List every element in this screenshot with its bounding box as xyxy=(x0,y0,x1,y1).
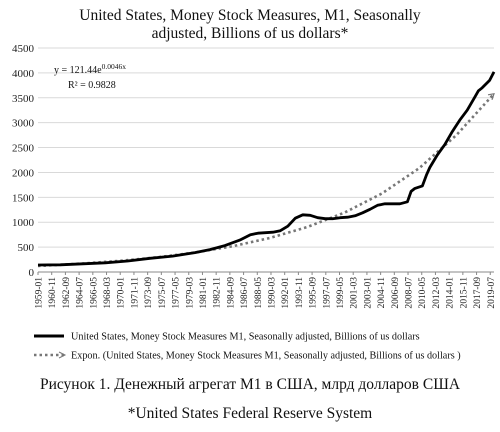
x-tick-label: 1993-11 xyxy=(295,277,305,309)
series-line-m1 xyxy=(37,71,496,267)
x-tick-label: 1971-11 xyxy=(130,277,140,309)
y-tick-label: 1500 xyxy=(12,192,35,204)
x-tick-label: 2015-11 xyxy=(459,277,469,309)
y-tick-label: 2000 xyxy=(12,167,35,179)
x-tick-label: 2017-09 xyxy=(473,277,483,309)
x-tick-label: 2004-11 xyxy=(377,277,387,309)
y-tick-label: 4500 xyxy=(12,43,35,55)
trendline-equation: y = 121.44e0.0046x xyxy=(54,62,126,76)
x-tick-label: 1962-09 xyxy=(62,277,72,309)
x-tick-label: 1966-05 xyxy=(89,277,99,309)
y-axis-ticks: 0 500 1000 1500 2000 2500 3000 3500 4000 4500 xyxy=(12,43,35,279)
x-tick-label: 2008-07 xyxy=(405,277,415,309)
y-tick-label: 1000 xyxy=(12,217,35,229)
trendline-r-squared: R² = 0.9828 xyxy=(68,80,116,91)
x-tick-label: 1984-09 xyxy=(226,277,236,309)
x-tick-label: 2012-03 xyxy=(432,277,442,309)
legend-label-trend: Expon. (United States, Money Stock Measu… xyxy=(71,351,461,362)
figure-caption: Рисунок 1. Денежный агрегат М1 в США, мл… xyxy=(39,376,461,393)
x-tick-label: 2010-05 xyxy=(418,277,428,309)
figure-source-note: *United States Federal Reserve System xyxy=(127,405,373,422)
y-tick-label: 500 xyxy=(18,242,35,254)
y-tick-label: 3000 xyxy=(12,118,35,130)
x-tick-label: 1975-07 xyxy=(158,277,168,309)
x-tick-label: 1968-03 xyxy=(103,277,113,309)
legend: United States, Money Stock Measures M1, … xyxy=(34,332,461,362)
x-tick-label: 1997-07 xyxy=(322,277,332,309)
x-tick-label: 1970-01 xyxy=(117,277,127,309)
legend-swatch-trend-arrow xyxy=(58,351,67,359)
x-tick-label: 1990-03 xyxy=(267,277,277,309)
series-layer xyxy=(37,71,496,268)
x-axis-ticks: 1959-01 1960-11 1962-09 1964-07 1966-05 1968-… xyxy=(35,272,497,309)
x-tick-label: 1959-01 xyxy=(35,277,45,309)
legend-label-m1: United States, Money Stock Measures M1, … xyxy=(71,332,420,343)
x-tick-label: 1988-05 xyxy=(254,277,264,309)
x-tick-label: 2019-07 xyxy=(487,277,497,309)
grid-layer xyxy=(38,47,494,273)
y-tick-label: 3500 xyxy=(12,93,35,105)
x-tick-label: 1982-11 xyxy=(213,277,223,309)
x-tick-label: 1999-05 xyxy=(336,277,346,309)
x-tick-label: 1964-07 xyxy=(76,277,86,309)
y-tick-label: 0 xyxy=(29,267,35,279)
x-tick-label: 2014-01 xyxy=(446,277,456,309)
x-tick-label: 1995-09 xyxy=(309,277,319,309)
x-tick-label: 1973-09 xyxy=(144,277,154,309)
x-tick-label: 2003-01 xyxy=(363,277,373,309)
trend-end-marker xyxy=(487,93,495,100)
x-tick-label: 1981-01 xyxy=(199,277,209,309)
y-tick-label: 2500 xyxy=(12,143,35,155)
chart-title-line-1: United States, Money Stock Measures, M1,… xyxy=(79,7,421,24)
x-tick-label: 1986-07 xyxy=(240,277,250,309)
x-tick-label: 1979-03 xyxy=(185,277,195,309)
y-tick-label: 4000 xyxy=(12,68,35,80)
trendline-annotation: y = 121.44e0.0046x R² = 0.9828 xyxy=(54,62,126,91)
x-tick-label: 1992-01 xyxy=(281,277,291,309)
x-tick-label: 1977-05 xyxy=(172,277,182,309)
chart-title-line-2: adjusted, Billions of us dollars* xyxy=(151,25,349,42)
x-tick-label: 2006-09 xyxy=(391,277,401,309)
x-tick-label: 2001-03 xyxy=(350,277,360,309)
x-tick-label: 1960-11 xyxy=(48,277,58,309)
